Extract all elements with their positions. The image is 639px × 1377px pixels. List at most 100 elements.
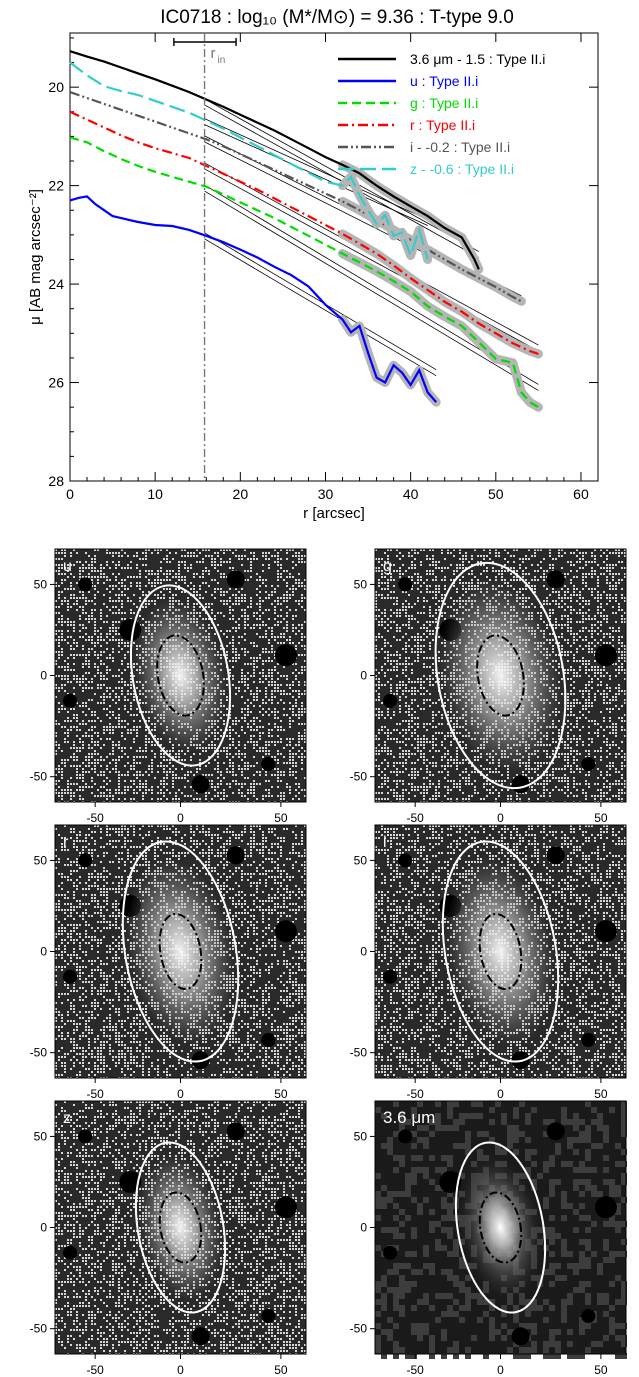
masked-source bbox=[546, 570, 565, 589]
panel-x-tick-label: 0 bbox=[177, 811, 184, 825]
outer-ellipse bbox=[134, 1141, 227, 1314]
noise bbox=[55, 1101, 306, 1355]
panel-y-tick-label: -50 bbox=[350, 1322, 368, 1336]
error-band bbox=[338, 315, 441, 407]
masked-source bbox=[226, 846, 245, 865]
panel-y-tick-label: 50 bbox=[34, 853, 48, 867]
panel-y-tick-label: 0 bbox=[40, 1221, 47, 1235]
inner-ellipse bbox=[476, 634, 525, 717]
inner-ellipse bbox=[478, 912, 523, 991]
panel-x-tick-label: 50 bbox=[274, 811, 288, 825]
masked-source bbox=[383, 969, 398, 984]
y-tick-label: 22 bbox=[48, 178, 64, 194]
series-line bbox=[69, 195, 438, 403]
masked-source bbox=[119, 1170, 142, 1193]
panel-y-tick-label: -50 bbox=[30, 1322, 48, 1336]
y-axis-label: μ [AB mag arcsec⁻²] bbox=[27, 189, 44, 325]
image-panel: z -50 0 50 50 0 -50 bbox=[30, 1100, 307, 1377]
panel-y-tick-label: 0 bbox=[360, 1221, 367, 1235]
outer-ellipse bbox=[121, 840, 240, 1063]
masked-source bbox=[261, 1309, 276, 1324]
panel-y-tick-label: -50 bbox=[350, 770, 368, 784]
masked-source bbox=[191, 775, 210, 794]
fit-line-upper bbox=[204, 232, 437, 371]
legend-label: z - -0.6 : Type II.i bbox=[410, 161, 514, 177]
profile-chart: 0 10 20 30 40 50 60 20 22 24 26 28 r in 3.6 μm - 1.5… bbox=[27, 32, 599, 522]
panel-y-tick-label: 0 bbox=[40, 945, 47, 959]
panel-x-tick-label: 50 bbox=[594, 1087, 608, 1101]
fit-line-lower bbox=[204, 190, 539, 391]
masked-source bbox=[383, 1245, 398, 1260]
outer-ellipse bbox=[454, 1141, 547, 1314]
panel-x-tick-label: 50 bbox=[594, 1363, 608, 1377]
fit-line-lower bbox=[204, 238, 437, 377]
galaxy-light bbox=[126, 857, 235, 1046]
band-label: z bbox=[63, 1110, 71, 1127]
band-label: i bbox=[383, 834, 387, 851]
inner-ellipse bbox=[478, 1191, 523, 1264]
y-tick-label: 28 bbox=[48, 473, 64, 489]
outer-ellipse bbox=[434, 561, 567, 790]
panel-x-tick-label: -50 bbox=[406, 1363, 424, 1377]
masked-source bbox=[191, 1327, 210, 1346]
error-band bbox=[338, 249, 543, 412]
profile-curves bbox=[69, 50, 543, 412]
panel-x-tick-label: -50 bbox=[86, 1363, 104, 1377]
panel-x-tick-label: 0 bbox=[177, 1087, 184, 1101]
masked-source bbox=[581, 757, 596, 772]
noise bbox=[55, 825, 306, 1079]
masked-source bbox=[261, 1033, 276, 1048]
axes: 0 10 20 30 40 50 60 20 22 24 26 28 bbox=[48, 33, 599, 502]
galaxy-light bbox=[458, 1155, 543, 1300]
band-label: u bbox=[63, 558, 72, 575]
inner-ellipse bbox=[156, 634, 205, 717]
panel-y-tick-label: -50 bbox=[350, 1046, 368, 1060]
band-label: 3.6 μm bbox=[383, 1108, 435, 1127]
masked-source bbox=[274, 644, 297, 667]
image-panel: u -50 0 50 50 0 -50 bbox=[30, 548, 307, 825]
panel-x-tick-label: 0 bbox=[497, 1087, 504, 1101]
masked-source bbox=[78, 1129, 93, 1144]
inner-ellipse bbox=[158, 912, 203, 991]
masked-source bbox=[439, 1170, 462, 1193]
y-tick-label: 24 bbox=[48, 276, 64, 292]
series-line bbox=[69, 91, 522, 303]
galaxy-light bbox=[439, 579, 562, 772]
noise bbox=[375, 549, 626, 803]
x-axis-label: r [arcsec] bbox=[303, 505, 365, 522]
masked-source bbox=[63, 693, 78, 708]
panel-x-tick-label: -50 bbox=[86, 1087, 104, 1101]
outer-ellipse bbox=[129, 584, 232, 767]
fit-line-upper bbox=[204, 118, 428, 220]
r-in-label: r bbox=[211, 45, 216, 62]
fit-line-upper bbox=[204, 98, 479, 252]
y-tick-label: 20 bbox=[48, 79, 64, 95]
masked-source bbox=[78, 853, 93, 868]
panel-x-tick-label: 0 bbox=[497, 811, 504, 825]
series-line bbox=[69, 110, 539, 356]
panel-x-tick-label: 50 bbox=[274, 1363, 288, 1377]
chart-title: IC0718 : log₁₀ (M*/M⊙) = 9.36 : T-type 9… bbox=[160, 7, 514, 28]
r-in-marker: r in bbox=[173, 33, 237, 481]
x-tick-label: 50 bbox=[488, 486, 504, 502]
masked-source bbox=[546, 846, 565, 865]
panel-y-tick-label: 50 bbox=[354, 1129, 368, 1143]
masked-source bbox=[594, 920, 617, 943]
panel-x-tick-label: -50 bbox=[86, 811, 104, 825]
band-label: g bbox=[383, 558, 392, 575]
masked-source bbox=[63, 969, 78, 984]
masked-source bbox=[226, 1122, 245, 1141]
legend: 3.6 μm - 1.5 : Type II.i u : Type II.i g :… bbox=[338, 51, 545, 177]
masked-source bbox=[511, 1327, 530, 1346]
galaxy-light bbox=[133, 598, 228, 753]
x-tick-label: 10 bbox=[147, 486, 163, 502]
series-line bbox=[69, 61, 429, 260]
plot-frame bbox=[69, 32, 599, 482]
series-line bbox=[69, 50, 480, 270]
masked-source bbox=[546, 1122, 565, 1141]
legend-label: u : Type II.i bbox=[410, 73, 478, 89]
panel-y-tick-label: 0 bbox=[360, 669, 367, 683]
inner-ellipse bbox=[158, 1191, 203, 1264]
masked-source bbox=[119, 618, 142, 641]
